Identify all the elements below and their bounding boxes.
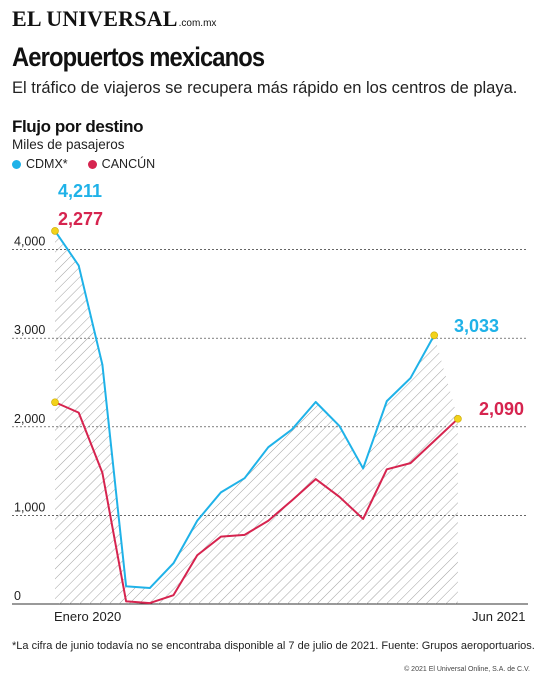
brand-name: EL UNIVERSAL (12, 6, 178, 31)
y-tick-label: 2,000 (14, 412, 45, 426)
legend-label-cdmx: CDMX* (26, 157, 68, 171)
data-label-cancun-last: 2,090 (479, 399, 524, 419)
data-label-cdmx-first: 4,211 (58, 181, 102, 201)
x-tick-label-start: Enero 2020 (54, 609, 121, 624)
footnote: *La cifra de junio todavía no se encontr… (12, 640, 535, 652)
copyright: © 2021 El Universal Online, S.A. de C.V. (404, 666, 530, 673)
point-cdmx-first (51, 227, 59, 235)
page-subtitle: El tráfico de viajeros se recupera más r… (12, 79, 518, 97)
y-tick-label: 4,000 (14, 235, 45, 249)
series-line-cancun (54, 401, 459, 605)
y-tick-label: 3,000 (14, 323, 45, 337)
point-cancun-last (454, 415, 462, 423)
x-tick-label-end: Jun 2021 (472, 609, 526, 624)
legend-dot-cancun (87, 159, 97, 169)
y-tick-label: 0 (14, 589, 21, 603)
chart-title: Flujo por destino (12, 117, 144, 136)
hatched-area (55, 230, 458, 604)
legend-label-cancun: CANCÚN (101, 157, 156, 171)
y-tick-label: 1,000 (14, 500, 45, 514)
data-label-cancun-first: 2,277 (58, 209, 103, 229)
data-label-cdmx-last: 3,033 (454, 316, 499, 336)
chart-legend: CDMX* CANCÚN (12, 157, 175, 171)
point-cancun-first (51, 398, 59, 407)
legend-dot-cdmx (12, 159, 21, 169)
brand-logo: EL UNIVERSAL.com.mx (12, 6, 216, 32)
legend-item-cdmx: CDMX* (12, 157, 68, 171)
brand-domain: .com.mx (178, 18, 217, 29)
page-title: Aeropuertos mexicanos (12, 42, 265, 72)
series-line-cdmx (54, 230, 436, 590)
legend-item-cancun: CANCÚN (87, 157, 156, 171)
point-cdmx-last (430, 331, 439, 340)
chart-units: Miles de pasajeros (12, 137, 125, 152)
